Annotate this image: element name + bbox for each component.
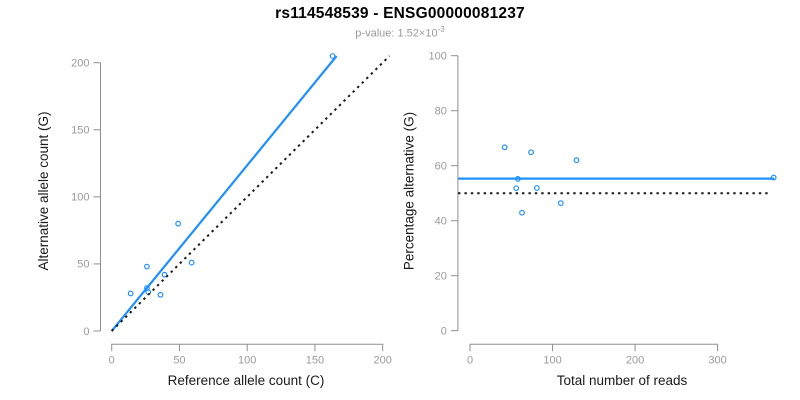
y-tick-label: 100	[429, 51, 447, 63]
y-tick-label: 150	[71, 125, 89, 137]
data-point	[127, 290, 134, 297]
pvalue-label: p-value: 1.52×10	[355, 27, 438, 40]
pvalue-exponent: -3	[437, 25, 445, 34]
x-tick-label: 100	[238, 355, 256, 367]
identity-line	[110, 55, 391, 332]
x-axis-title: Total number of reads	[557, 373, 688, 388]
data-point	[161, 271, 168, 278]
data-point	[501, 144, 508, 151]
x-tick-label: 200	[374, 355, 392, 367]
y-axis-title: Alternative allele count (G)	[36, 111, 51, 270]
plot-title: rs114548539 - ENSG00000081237	[275, 5, 525, 22]
plot-subtitle: p-value: 1.52×10-3	[0, 25, 800, 40]
x-axis-title: Reference allele count (C)	[168, 373, 325, 388]
y-tick-label: 50	[77, 259, 89, 271]
right-scatter-plot: 0 20 40 60 80 100 0 100 200 300 Total number of re…	[402, 51, 777, 388]
data-point	[329, 53, 336, 59]
data-point	[144, 263, 150, 270]
x-tick-label: 150	[306, 355, 324, 367]
data-point	[175, 220, 181, 227]
y-tick-label: 80	[435, 106, 447, 118]
y-tick-label: 60	[435, 161, 447, 173]
x-tick-label: 0	[467, 355, 473, 367]
x-tick-label: 300	[708, 355, 726, 367]
data-point	[519, 209, 525, 216]
y-tick-label: 100	[71, 192, 89, 204]
data-point	[533, 185, 540, 191]
data-point	[188, 259, 195, 266]
x-tick-label: 200	[626, 355, 644, 367]
fit-line	[110, 55, 338, 332]
y-tick-label: 40	[435, 216, 447, 228]
data-point	[157, 291, 164, 298]
x-tick-label: 50	[173, 355, 185, 367]
data-point	[573, 157, 580, 164]
data-point	[528, 149, 534, 156]
y-tick-label: 0	[441, 326, 447, 338]
x-tick-label: 100	[543, 355, 561, 367]
left-scatter-plot: 0 50 100 150 200 0 50 100 150 200 Reference allele…	[36, 53, 392, 388]
data-point	[513, 185, 520, 192]
y-axis-title: Percentage alternative (G)	[402, 112, 417, 270]
x-tick-label: 0	[109, 355, 115, 367]
data-point	[557, 200, 564, 207]
y-tick-label: 0	[83, 326, 89, 338]
y-tick-label: 20	[435, 271, 447, 283]
y-tick-label: 200	[71, 58, 89, 70]
